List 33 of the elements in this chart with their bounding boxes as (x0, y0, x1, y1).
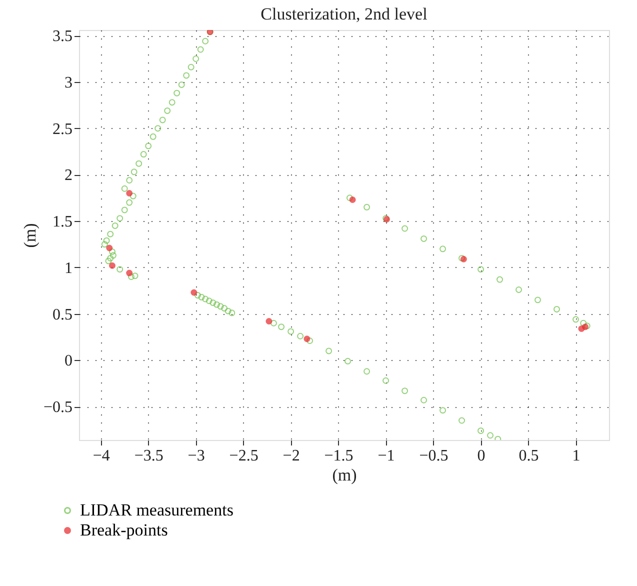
point (304, 336, 310, 342)
point (266, 318, 272, 324)
y-tick-label: 1 (64, 260, 72, 277)
y-tick-label: 0.5 (52, 306, 72, 324)
y-tick-label: −0.5 (43, 399, 72, 416)
y-tick-label: 3 (64, 74, 72, 92)
chart-title: Clusterization, 2nd level (260, 4, 428, 24)
y-tick-label: 3.5 (52, 28, 72, 46)
point (190, 289, 198, 296)
x-tick-label: −2.5 (229, 448, 258, 464)
point (109, 262, 116, 269)
y-tick-label: 2 (64, 167, 72, 184)
x-axis-title: (m) (332, 466, 357, 484)
point (106, 244, 113, 252)
y-axis-title: (m) (20, 223, 40, 248)
legend-label: LIDAR measurements (80, 500, 234, 520)
x-tick-label: −3 (188, 448, 205, 464)
point (126, 270, 133, 276)
x-tick-label: 0 (477, 448, 486, 464)
legend-label: Break-points (80, 520, 168, 540)
y-tick-label: 1.5 (52, 214, 72, 231)
x-tick-label: −4 (92, 448, 110, 464)
y-tick-label: 2.5 (52, 120, 72, 138)
x-tick-label: −1.5 (324, 448, 354, 464)
x-tick-label: −3.5 (134, 448, 164, 464)
x-tick-label: 0.5 (518, 448, 539, 464)
x-tick-label: −1 (378, 448, 395, 464)
point (349, 196, 356, 203)
point (126, 190, 133, 196)
y-tick-label: 0 (64, 352, 72, 370)
x-tick-label: −2 (282, 448, 300, 464)
x-tick-label: 1 (572, 448, 580, 464)
x-tick-label: −0.5 (419, 448, 448, 464)
